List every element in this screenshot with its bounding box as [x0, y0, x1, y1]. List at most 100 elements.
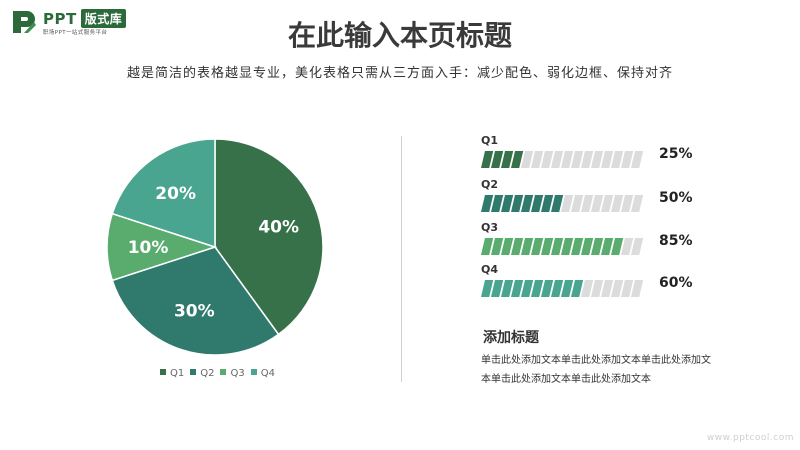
- bar-segment-filled: [531, 280, 544, 297]
- legend-swatch: [250, 369, 257, 375]
- bar-segment-filled: [521, 195, 534, 212]
- bar-segment-empty: [571, 151, 584, 168]
- bar-segment-empty: [591, 195, 604, 212]
- bar-segment-filled: [601, 238, 614, 255]
- bar-track: [481, 151, 644, 168]
- pie-label-q4: 20%: [155, 184, 196, 204]
- logo-wordmark: PPT 版式库: [43, 9, 127, 28]
- bar-segment-empty: [541, 151, 554, 168]
- bar-segment-filled: [541, 238, 554, 255]
- bar-segment-empty: [601, 195, 614, 212]
- page-subtitle: 越是简洁的表格越显专业，美化表格只需从三方面入手：减少配色、弱化边框、保持对齐: [126, 66, 673, 81]
- side-note-line: 单击此处添加文本单击此处添加文本单击此处添加文: [481, 355, 711, 366]
- bar-segment-filled: [511, 280, 524, 297]
- side-note-body: 单击此处添加文本单击此处添加文本单击此处添加文 本单击此处添加文本单击此处添加文…: [481, 351, 731, 389]
- bar-segment-filled: [501, 238, 514, 255]
- bar-segment-empty: [521, 151, 534, 168]
- side-note-title: 添加标题: [483, 330, 539, 346]
- legend-swatch: [160, 369, 166, 375]
- bar-track: [481, 280, 644, 297]
- watermark: www.pptcool.com: [706, 433, 794, 443]
- bar-segment-filled: [491, 151, 504, 168]
- bar-segment-empty: [611, 195, 624, 212]
- legend-swatch: [220, 369, 227, 375]
- bar-segment-empty: [571, 195, 584, 212]
- bar-segment-empty: [631, 280, 644, 297]
- bar-segment-filled: [501, 195, 514, 212]
- bar-segment-filled: [571, 280, 584, 297]
- bar-segment-filled: [481, 151, 494, 168]
- bar-segment-empty: [611, 280, 624, 297]
- logo-badge: 版式库: [80, 9, 127, 28]
- bar-segment-filled: [501, 280, 514, 297]
- legend-label: Q2: [200, 368, 215, 379]
- pie-label-q1: 40%: [258, 217, 299, 237]
- bar-segment-filled: [581, 238, 594, 255]
- bar-segment-filled: [501, 151, 514, 168]
- bar-segment-filled: [481, 280, 494, 297]
- bar-value-label: 25%: [659, 146, 693, 162]
- side-note-line: 本单击此处添加文本单击此处添加文本: [481, 374, 651, 385]
- bar-segment-empty: [531, 151, 544, 168]
- bar-segment-empty: [561, 151, 574, 168]
- bar-segment-filled: [491, 195, 504, 212]
- bar-segment-filled: [551, 195, 564, 212]
- bar-segment-empty: [561, 195, 574, 212]
- logo-tagline: 职场PPT一站式服务平台: [43, 30, 108, 36]
- pie-label-q3: 10%: [128, 238, 169, 258]
- bar-segment-filled: [551, 238, 564, 255]
- pie-slice-q4: [111, 138, 216, 249]
- bar-segment-filled: [521, 280, 534, 297]
- bar-row-q1: Q1 25%: [481, 134, 711, 174]
- bar-segment-filled: [541, 195, 554, 212]
- pie-label-q2: 30%: [174, 302, 215, 322]
- bar-segment-filled: [511, 238, 524, 255]
- bar-segment-empty: [601, 151, 614, 168]
- bar-segment-filled: [591, 238, 604, 255]
- bar-segment-empty: [591, 280, 604, 297]
- bar-category-label: Q3: [481, 221, 499, 234]
- bar-segment-empty: [621, 151, 634, 168]
- legend-swatch: [190, 369, 197, 375]
- bar-segment-empty: [621, 238, 634, 255]
- bar-segment-filled: [491, 238, 504, 255]
- bar-segment-filled: [481, 238, 494, 255]
- bar-segment-filled: [561, 238, 574, 255]
- bar-category-label: Q1: [481, 134, 499, 147]
- pie-slice-q1: [214, 138, 324, 336]
- bar-row-q4: Q4 60%: [481, 263, 711, 303]
- bar-segment-empty: [601, 280, 614, 297]
- bar-track: [481, 238, 644, 255]
- logo-name: PPT: [43, 10, 77, 28]
- pie-chart: 40% 30% 10% 20%: [106, 138, 324, 356]
- bar-row-q3: Q3 85%: [481, 221, 711, 261]
- legend-item-q3: Q3: [220, 368, 245, 379]
- bar-segment-filled: [611, 238, 624, 255]
- bar-segment-filled: [561, 280, 574, 297]
- bar-value-label: 50%: [659, 190, 693, 206]
- bar-segment-empty: [581, 280, 594, 297]
- bar-segment-empty: [551, 151, 564, 168]
- bar-track: [481, 195, 644, 212]
- bar-segment-filled: [531, 238, 544, 255]
- bar-segment-filled: [571, 238, 584, 255]
- legend-item-q4: Q4: [250, 368, 275, 379]
- bar-segment-empty: [581, 195, 594, 212]
- bar-segment-filled: [541, 280, 554, 297]
- pie-slice-q2: [111, 246, 280, 356]
- bar-segment-filled: [551, 280, 564, 297]
- brand-logo: PPT 版式库 职场PPT一站式服务平台: [10, 8, 140, 38]
- bar-segment-filled: [511, 195, 524, 212]
- pie-legend: Q1 Q2 Q3 Q4: [160, 368, 281, 379]
- bar-segment-empty: [631, 195, 644, 212]
- bar-category-label: Q2: [481, 178, 499, 191]
- bar-segment-empty: [581, 151, 594, 168]
- bar-segment-filled: [481, 195, 494, 212]
- legend-item-q2: Q2: [190, 368, 214, 379]
- bar-segment-empty: [621, 280, 634, 297]
- legend-item-q1: Q1: [160, 368, 184, 379]
- bar-segment-empty: [621, 195, 634, 212]
- bar-category-label: Q4: [481, 263, 499, 276]
- bar-segment-filled: [531, 195, 544, 212]
- legend-label: Q3: [230, 368, 245, 379]
